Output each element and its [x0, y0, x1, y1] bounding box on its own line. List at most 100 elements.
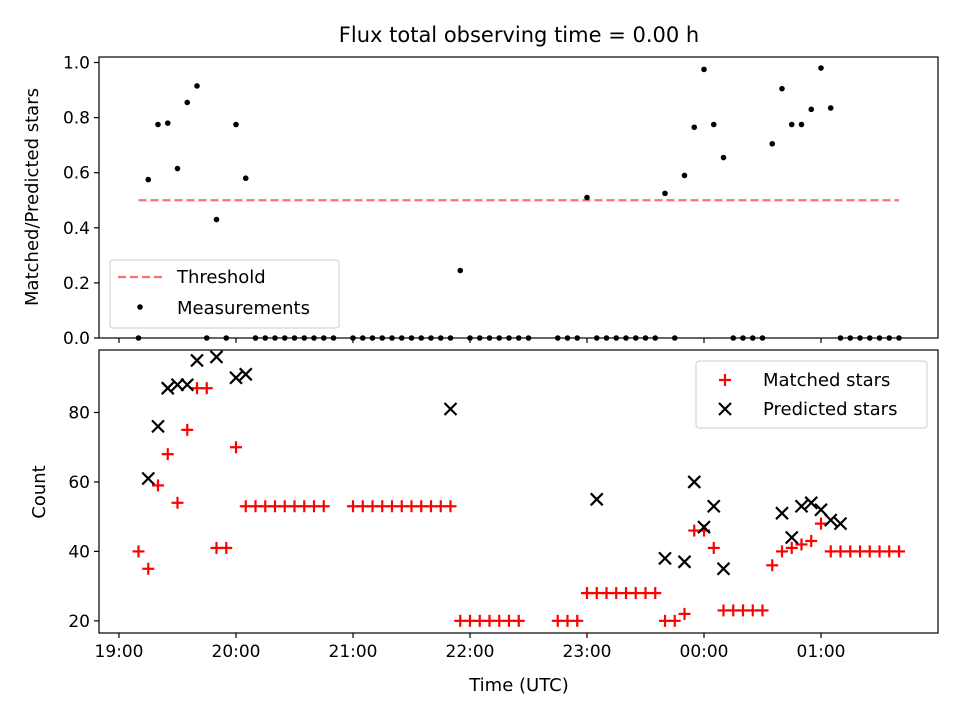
legend-measurements-label: Measurements — [177, 298, 310, 319]
measurement-point — [720, 154, 727, 161]
count-legend-frame — [695, 360, 928, 429]
measurement-point — [194, 83, 200, 89]
ratio-y-tick-label: 0.4 — [63, 219, 90, 239]
measurement-point — [233, 121, 239, 128]
matched-stars-point — [805, 534, 818, 547]
matched-stars-point — [766, 559, 779, 572]
measurement-point — [788, 121, 795, 128]
x-tick-label: 23:00 — [563, 642, 612, 662]
count-y-tick-label: 40 — [68, 542, 90, 562]
matched-stars-point — [171, 496, 184, 509]
matched-stars-point — [668, 614, 681, 627]
matched-stars-point — [649, 587, 662, 600]
ratio-axes-frame — [98, 56, 939, 339]
matched-stars-point — [756, 604, 769, 617]
predicted-stars-point — [697, 520, 711, 534]
x-tick-label: 00:00 — [680, 642, 729, 662]
ratio-y-axis-label: Matched/Predicted stars — [22, 88, 43, 306]
matched-stars-point — [444, 500, 457, 513]
matched-stars-point — [152, 479, 164, 492]
matched-stars-point — [815, 517, 827, 530]
measurement-point — [779, 85, 785, 92]
matched-stars-point — [230, 441, 242, 454]
ratio-y-tick-label: 0.0 — [63, 329, 90, 349]
predicted-stars-point — [141, 471, 156, 486]
measurement-point — [174, 165, 181, 172]
matched-stars-point — [142, 562, 155, 575]
ratio-y-tick-label: 0.6 — [63, 164, 90, 184]
matched-stars-point — [678, 607, 691, 620]
count-panel: 20 40 60 80 19:00 20:00 21:00 22:00 23:00 00:00 0… — [29, 349, 939, 696]
predicted-stars-point — [658, 551, 672, 566]
count-y-ticks: 20 40 60 80 — [68, 404, 99, 632]
x-tick-label: 19:00 — [95, 642, 144, 662]
predicted-stars-point — [706, 499, 721, 514]
ratio-legend: Threshold Measurements — [109, 259, 340, 329]
predicted-stars-point — [229, 371, 243, 385]
count-axes-frame — [98, 349, 939, 634]
ratio-y-tick-label: 1.0 — [63, 54, 90, 74]
ratio-legend-frame — [109, 259, 340, 329]
predicted-stars-point — [784, 530, 799, 545]
matched-stars-point — [512, 614, 525, 627]
predicted-stars-point — [209, 350, 224, 364]
ratio-x-ticks — [118, 338, 822, 343]
count-y-tick-label: 80 — [68, 404, 90, 424]
measurement-point — [691, 124, 698, 131]
predicted-stars-point — [589, 492, 604, 507]
ratio-y-tick-label: 0.2 — [63, 274, 90, 294]
measurement-point — [808, 106, 815, 113]
predicted-stars-point — [775, 506, 789, 520]
count-y-tick-label: 60 — [68, 473, 90, 493]
predicted-stars-point — [814, 502, 828, 517]
measurement-point — [457, 267, 464, 274]
matched-stars-point — [785, 541, 798, 554]
ratio-panel: 0.0 0.2 0.4 0.6 0.8 1.0 Matched/Predicted sta… — [22, 54, 939, 349]
measurement-point — [584, 194, 590, 201]
predicted-stars-point — [677, 555, 692, 569]
x-tick-label: 22:00 — [446, 642, 495, 662]
count-x-ticks: 19:00 20:00 21:00 22:00 23:00 00:00 01:00 — [95, 633, 846, 662]
matched-stars-point — [220, 541, 233, 554]
predicted-stars-point — [190, 353, 204, 368]
predicted-stars-point — [833, 516, 848, 531]
matched-stars-point — [571, 614, 584, 627]
x-axis-label: Time (UTC) — [468, 675, 569, 696]
legend-predicted-marker — [718, 402, 732, 416]
measurement-point — [662, 190, 668, 197]
predicted-stars-point — [238, 367, 253, 382]
measurement-point — [827, 105, 834, 111]
predicted-stars-point — [170, 377, 185, 392]
measurement-point — [145, 176, 152, 183]
legend-predicted-label: Predicted stars — [763, 399, 897, 420]
matched-stars-point — [161, 448, 174, 461]
measurement-point — [184, 99, 191, 106]
measurement-point — [769, 140, 776, 147]
matched-stars-point — [795, 538, 808, 551]
measurement-point — [710, 121, 717, 128]
measurement-point — [818, 65, 824, 71]
matched-stars-point — [181, 423, 194, 436]
chart-title: Flux total observing time = 0.00 h — [339, 23, 699, 47]
ratio-y-tick-label: 0.8 — [63, 109, 90, 129]
predicted-stars-point — [151, 419, 165, 434]
count-y-tick-label: 20 — [68, 612, 90, 632]
predicted-stars-point — [804, 496, 819, 510]
x-tick-label: 01:00 — [797, 642, 846, 662]
count-legend: Matched stars Predicted stars — [695, 360, 928, 429]
matched-stars-point — [317, 500, 330, 513]
predicted-stars-point — [687, 475, 702, 489]
measurement-point — [155, 121, 161, 128]
predicted-stars-point — [180, 377, 195, 392]
measurement-point — [681, 172, 688, 179]
legend-threshold-label: Threshold — [176, 267, 266, 288]
legend-measurements-marker — [137, 304, 143, 310]
matched-stars-point — [132, 545, 145, 558]
measurement-point — [798, 121, 805, 128]
predicted-stars-point — [716, 561, 731, 576]
measurement-point — [213, 216, 220, 223]
legend-matched-marker — [719, 374, 731, 386]
matched-stars-point — [707, 541, 720, 554]
count-series-layer — [132, 350, 905, 627]
